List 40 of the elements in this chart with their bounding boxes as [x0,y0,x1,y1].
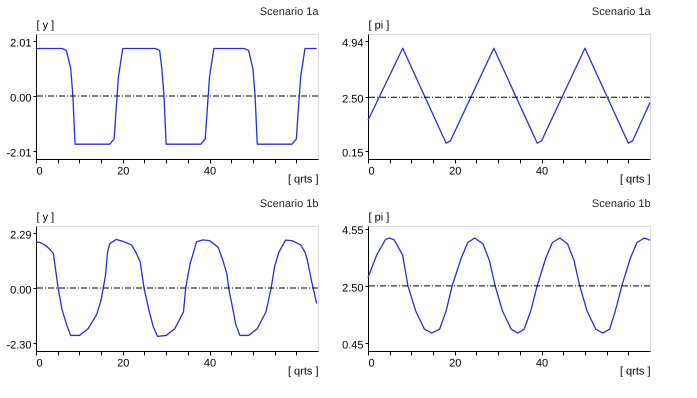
x-tick-label: 20 [117,166,130,178]
x-tick-label: 0 [36,166,43,178]
line-series [367,48,651,144]
y-tick-label: 0.15 [342,148,364,160]
x-axis-title: [ qrts ] [620,174,650,186]
chart-title: Scenario 1b [592,198,651,210]
y-tick-label: 4.94 [342,38,364,50]
y-tick-label: 0.45 [342,340,364,352]
chart-title: Scenario 1a [260,6,320,18]
y-tick-label: 2.29 [10,230,32,242]
y-axis-title: [ y ] [36,212,54,224]
x-tick-label: 0 [36,358,43,370]
y-tick-label: -2.01 [6,148,32,160]
x-axis-title: [ qrts ] [288,366,318,378]
x-axis-title: [ qrts ] [620,366,650,378]
y-tick-label: 2.50 [342,94,364,106]
y-axis-title: [ pi ] [368,212,390,224]
x-tick-label: 20 [449,358,462,370]
line-series [367,237,651,334]
x-tick-label: 20 [117,358,130,370]
line-series [35,48,318,145]
chart-title: Scenario 1b [260,198,318,210]
line-series [35,238,318,338]
x-tick-label: 0 [368,166,375,178]
x-tick-label: 40 [536,166,548,178]
y-tick-label: 2.50 [342,282,364,294]
x-tick-label: 40 [536,358,548,370]
x-axis-title: [ qrts ] [288,174,318,186]
y-axis-title: [ pi ] [368,20,390,32]
x-tick-label: 40 [204,358,216,370]
y-tick-label: 0.00 [10,92,32,104]
y-tick-label: 2.01 [10,37,32,50]
y-tick-label: 0.00 [10,284,32,297]
x-tick-label: 40 [204,166,216,178]
chart-title: Scenario 1a [592,6,652,18]
x-tick-label: 20 [449,166,462,178]
x-tick-label: 0 [368,358,375,370]
y-tick-label: -2.30 [6,340,32,352]
y-tick-label: 4.55 [342,225,364,238]
y-axis-title: [ y ] [36,20,54,32]
